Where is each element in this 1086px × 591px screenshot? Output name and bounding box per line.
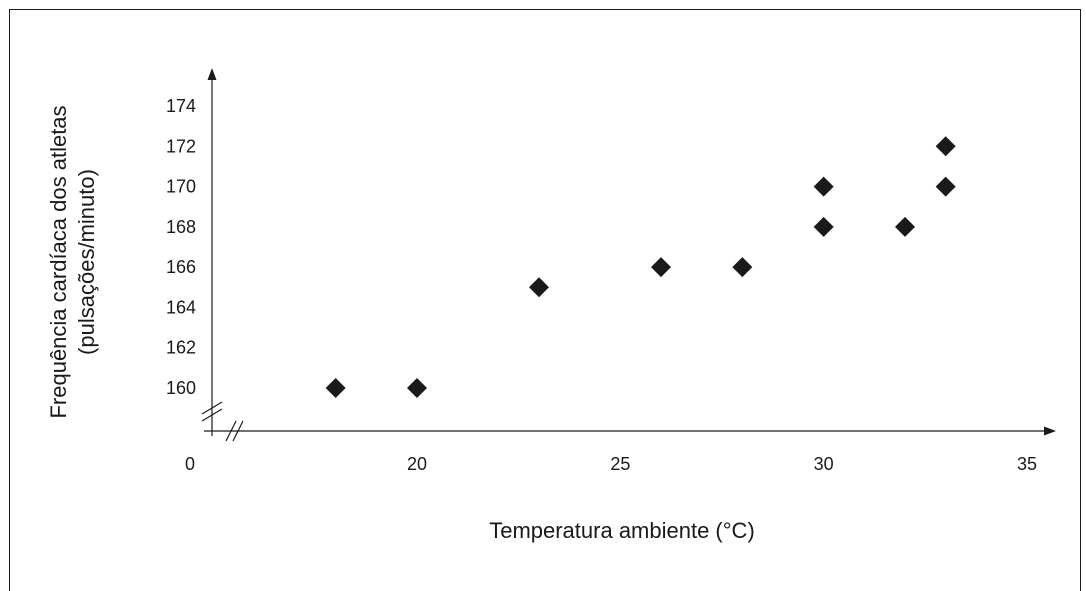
y-tick-label: 168 [166,217,196,237]
x-axis-break-icon [225,420,244,442]
y-tick-label: 164 [166,297,196,317]
y-tick-label: 170 [166,177,196,197]
y-axis-arrow-icon [207,68,217,80]
x-origin-label: 0 [185,454,195,474]
x-tick-label: 35 [1017,454,1037,474]
y-tick-label: 166 [166,257,196,277]
data-point [407,378,427,398]
x-axis-arrow-icon [1044,426,1056,436]
x-tick-labels: 20 25 30 35 [407,454,1037,474]
x-axis-label: Temperatura ambiente (°C) [489,518,755,543]
data-point [651,257,671,278]
data-point [813,216,834,237]
x-tick-label: 20 [407,454,427,474]
data-points [325,136,956,398]
data-point [813,176,834,197]
y-tick-labels: 160 162 164 166 168 170 172 174 [166,96,196,398]
data-point [895,216,915,237]
data-point [935,176,956,197]
y-tick-label: 162 [166,338,196,358]
y-axis-break-icon [201,401,223,422]
data-point [935,136,956,157]
y-tick-label: 174 [166,96,196,116]
x-tick-label: 30 [814,454,834,474]
y-axis-label-line1: Frequência cardíaca dos atletas [46,105,71,418]
y-tick-label: 160 [166,378,196,398]
data-point [732,257,753,278]
chart-frame [9,9,1081,591]
data-point [529,277,549,298]
data-point [325,378,346,398]
y-tick-label: 172 [166,136,196,156]
y-axis-label-line2: (pulsações/minuto) [74,169,99,355]
x-tick-label: 25 [610,454,630,474]
